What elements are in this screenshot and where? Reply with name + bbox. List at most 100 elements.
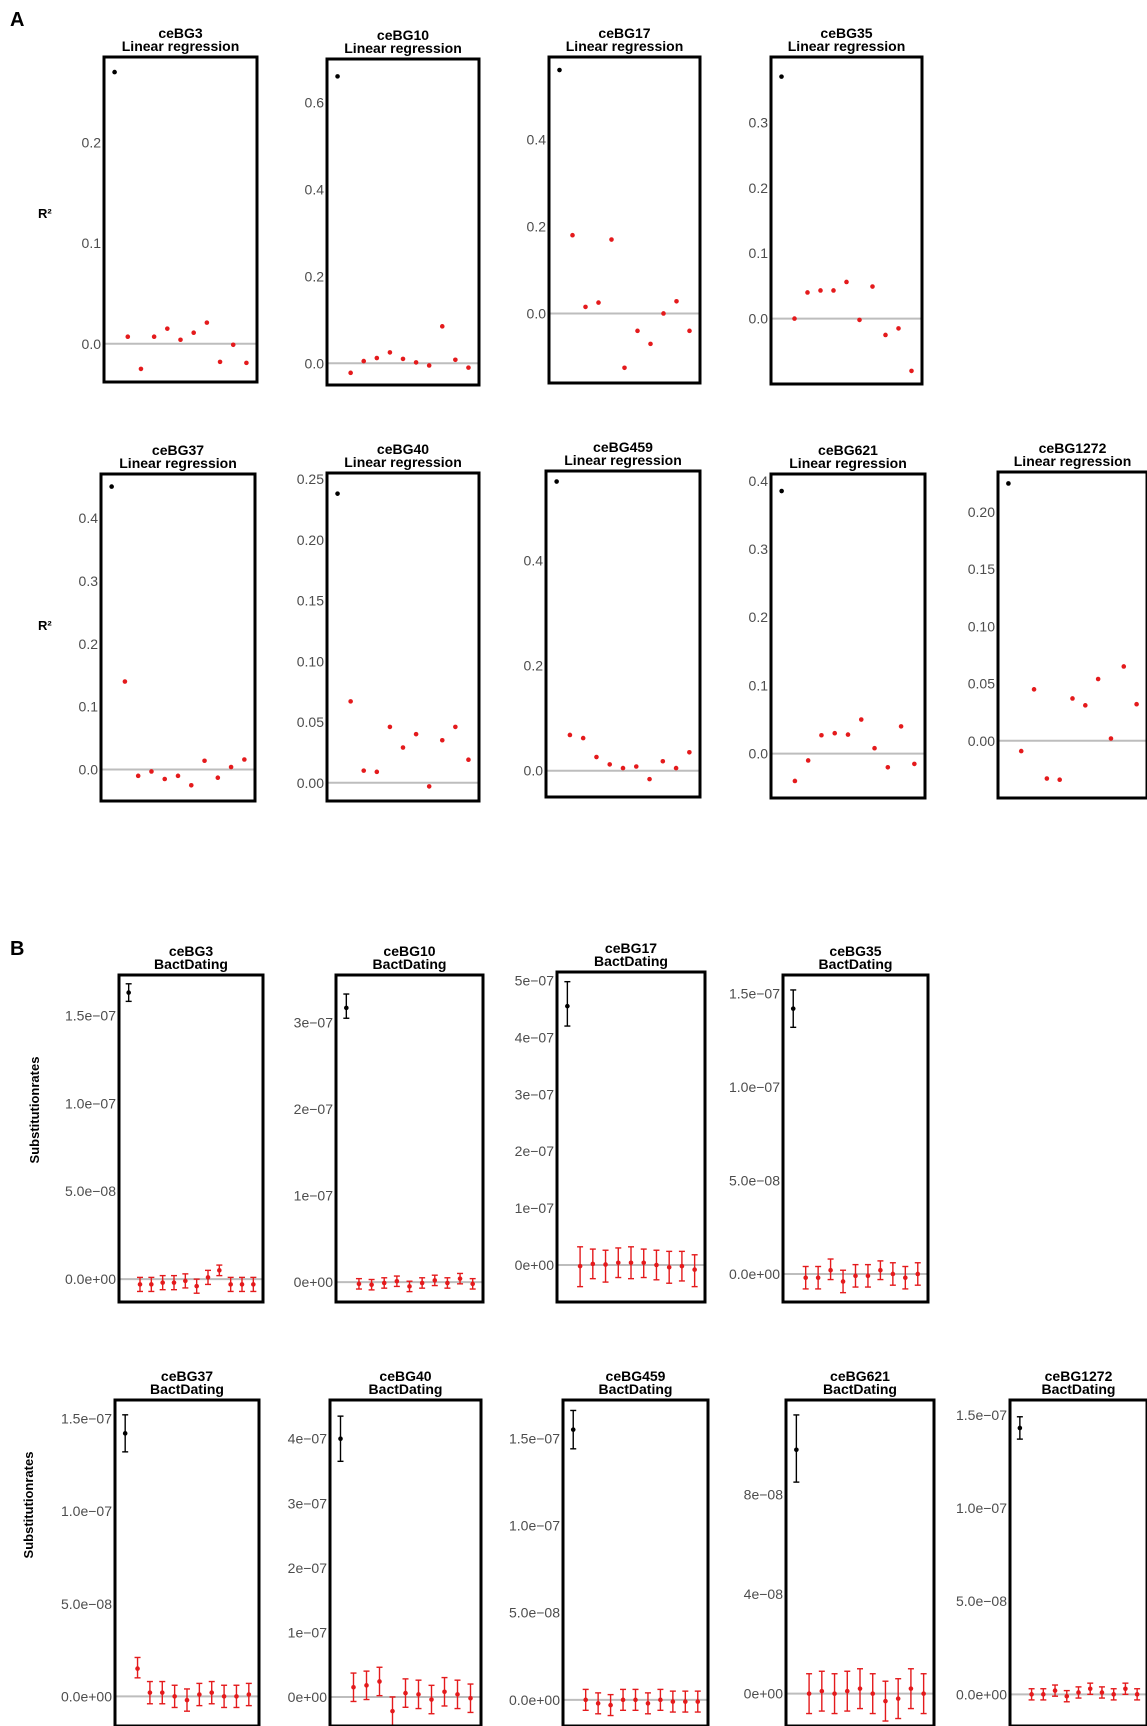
permuted-point — [819, 1688, 825, 1694]
subplot-title: ceBG3 — [158, 25, 203, 41]
y-tick-label: 0.4 — [524, 552, 544, 568]
subplot-method: Linear regression — [789, 455, 907, 471]
y-tick-label: 0.4 — [527, 132, 547, 148]
permuted-point — [909, 368, 914, 374]
y-axis-label-rates-row1: Substitutionrates — [27, 1057, 42, 1164]
permuted-point — [831, 288, 836, 293]
permuted-point — [872, 745, 877, 751]
y-tick-label: 0.0 — [749, 311, 769, 327]
permuted-point — [845, 732, 851, 737]
y-tick-label: 0.0 — [79, 762, 99, 778]
permuted-point — [666, 1264, 672, 1270]
y-tick-label: 0.0 — [527, 305, 547, 321]
permuted-point — [361, 358, 367, 364]
plot-area — [998, 481, 1147, 782]
permuted-point — [670, 1699, 676, 1704]
subplot-title: ceBG459 — [593, 439, 653, 455]
y-tick-label: 1.0e−07 — [61, 1503, 112, 1519]
permuted-point — [183, 1278, 188, 1284]
y-tick-label: 3e−07 — [294, 1015, 334, 1031]
subplot-method: Linear regression — [119, 455, 237, 471]
permuted-point — [896, 326, 901, 331]
permuted-point — [570, 232, 575, 238]
plot-area — [101, 484, 255, 788]
plot-frame — [544, 469, 702, 799]
permuted-point — [620, 765, 626, 771]
permuted-point — [1123, 1686, 1128, 1692]
panel-label-a: A — [10, 9, 24, 31]
permuted-point — [815, 1275, 821, 1281]
permuted-point — [215, 775, 221, 781]
y-tick-label: 0.0e+00 — [509, 1692, 560, 1708]
permuted-point — [654, 1262, 659, 1268]
plot-frame — [102, 55, 259, 384]
permuted-point — [197, 1692, 202, 1697]
permuted-point — [369, 1282, 374, 1287]
permuted-point — [217, 1268, 222, 1273]
y-tick-label: 0.00 — [968, 733, 995, 749]
permuted-point — [603, 1262, 608, 1267]
permuted-point — [217, 359, 223, 365]
permuted-point — [609, 237, 614, 242]
reference-point — [338, 1436, 343, 1442]
y-tick-label: 0e+00 — [515, 1257, 555, 1273]
permuted-point — [885, 765, 891, 770]
y-tick-label: 5.0e−08 — [509, 1605, 560, 1621]
permuted-point — [1134, 701, 1139, 707]
subplot-title: ceBG17 — [598, 25, 650, 41]
permuted-point — [792, 316, 797, 321]
plot-area — [1010, 1416, 1147, 1703]
permuted-point — [567, 732, 573, 738]
permuted-point — [348, 699, 353, 704]
permuted-point — [470, 1281, 475, 1287]
permuted-point — [1108, 736, 1114, 741]
permuted-point — [442, 1689, 447, 1695]
subplot-method: Linear regression — [344, 454, 462, 470]
permuted-point — [135, 1666, 140, 1671]
y-tick-label: 0.2 — [749, 180, 769, 196]
permuted-point — [607, 762, 613, 767]
y-tick-label: 0.0e+00 — [956, 1686, 1007, 1702]
permuted-point — [645, 1701, 651, 1706]
permuted-point — [844, 279, 849, 285]
permuted-point — [453, 724, 458, 730]
y-tick-label: 0.1 — [79, 699, 99, 715]
permuted-point — [865, 1273, 871, 1279]
permuted-point — [674, 298, 679, 304]
subplot-title: ceBG621 — [830, 1368, 890, 1384]
permuted-point — [194, 1283, 199, 1289]
y-tick-label: 0.0 — [305, 355, 325, 371]
y-tick-label: 0.1 — [749, 245, 769, 261]
y-tick-label: 1.0e−07 — [956, 1500, 1007, 1516]
subplot-method: Linear regression — [122, 38, 240, 54]
permuted-point — [853, 1273, 858, 1279]
permuted-point — [377, 1679, 382, 1684]
y-tick-label: 0.15 — [968, 561, 995, 577]
plot-frame — [996, 470, 1147, 800]
y-axis-label-r2-row1: R² — [38, 206, 52, 221]
permuted-point — [445, 1280, 450, 1286]
y-tick-label: 0.20 — [297, 532, 324, 548]
permuted-point — [244, 360, 249, 366]
permuted-point — [122, 679, 128, 684]
plot-frame — [555, 970, 707, 1304]
permuted-point — [622, 365, 627, 371]
subplot-title: ceBG37 — [161, 1368, 213, 1384]
y-tick-label: 0.2 — [79, 636, 99, 652]
y-tick-label: 1.5e−07 — [956, 1407, 1007, 1423]
subplot-title: ceBG3 — [169, 943, 214, 959]
permuted-point — [633, 764, 639, 769]
y-tick-label: 0.0 — [749, 746, 769, 762]
permuted-point — [175, 773, 181, 779]
permuted-point — [381, 1280, 387, 1286]
permuted-point — [577, 1263, 583, 1269]
permuted-point — [895, 1696, 901, 1701]
permuted-point — [234, 1694, 239, 1699]
y-tick-label: 0.2 — [82, 135, 102, 151]
permuted-point — [595, 1701, 601, 1706]
permuted-point — [635, 328, 640, 334]
